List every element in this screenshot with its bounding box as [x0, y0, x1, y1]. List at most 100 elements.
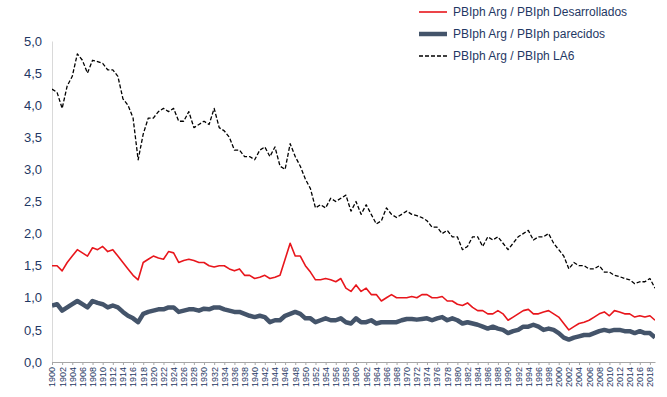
x-tick-mark: [356, 362, 357, 365]
x-tick-mark: [397, 362, 398, 365]
x-tick-mark: [386, 362, 387, 365]
x-tick: 1924: [169, 362, 179, 387]
legend-label: PBIph Arg / PBIph Desarrollados: [453, 5, 627, 19]
x-tick: 1958: [341, 362, 351, 387]
x-tick-label: 1956: [331, 367, 341, 387]
x-tick-label: 1968: [392, 367, 402, 387]
y-tick: 2,5: [24, 194, 52, 209]
x-tick: 2012: [615, 362, 625, 387]
y-tick: 3,0: [24, 162, 52, 177]
x-tick-mark: [427, 362, 428, 365]
x-tick-mark: [194, 362, 195, 365]
x-tick-mark: [609, 362, 610, 365]
legend-label: PBIph Arg / PBIph LA6: [453, 49, 575, 63]
x-tick-mark: [376, 362, 377, 365]
x-tick-mark: [265, 362, 266, 365]
x-tick-label: 1960: [351, 367, 361, 387]
x-tick-mark: [174, 362, 175, 365]
x-tick-label: 1926: [179, 367, 189, 387]
x-tick-mark: [650, 362, 651, 365]
x-tick-label: 1900: [47, 367, 57, 387]
x-tick-mark: [153, 362, 154, 365]
x-tick: 1948: [291, 362, 301, 387]
x-tick-label: 1952: [311, 367, 321, 387]
x-tick-label: 1978: [443, 367, 453, 387]
x-tick-label: 1974: [422, 367, 432, 387]
x-tick-mark: [234, 362, 235, 365]
x-tick: 1916: [128, 362, 138, 387]
x-tick-mark: [559, 362, 560, 365]
x-tick-mark: [569, 362, 570, 365]
x-tick-label: 1946: [280, 367, 290, 387]
x-tick-mark: [62, 362, 63, 365]
x-tick-mark: [143, 362, 144, 365]
plot: 0,00,51,01,52,02,53,03,54,04,55,01900190…: [24, 34, 656, 387]
x-tick: 1920: [149, 362, 159, 387]
x-tick-label: 1938: [240, 367, 250, 387]
x-tick-label: 1942: [260, 367, 270, 387]
x-tick-label: 2014: [625, 367, 635, 387]
y-tick: 5,0: [24, 34, 52, 49]
x-tick-label: 1984: [473, 367, 483, 387]
x-tick: 2004: [574, 362, 584, 387]
x-tick: 1968: [392, 362, 402, 387]
x-tick-label: 1910: [98, 367, 108, 387]
x-tick-mark: [579, 362, 580, 365]
x-tick-mark: [620, 362, 621, 365]
x-tick: 1942: [260, 362, 270, 387]
x-tick-mark: [255, 362, 256, 365]
y-tick-label: 0,5: [24, 323, 42, 338]
x-tick-label: 1972: [412, 367, 422, 387]
x-tick-label: 1990: [503, 367, 513, 387]
x-tick-mark: [447, 362, 448, 365]
x-tick-mark: [315, 362, 316, 365]
x-tick: 1974: [422, 362, 432, 387]
x-tick-label: 2018: [645, 367, 655, 387]
x-tick: 1992: [514, 362, 524, 387]
x-tick: 1964: [372, 362, 382, 387]
x-tick-label: 1958: [341, 367, 351, 387]
x-axis-line: [53, 362, 656, 363]
x-tick-mark: [518, 362, 519, 365]
x-tick-label: 1944: [270, 367, 280, 387]
legend-item: PBIph Arg / PBIph Desarrollados: [419, 5, 627, 19]
x-tick-label: 1902: [58, 367, 68, 387]
y-tick-label: 2,0: [24, 226, 42, 241]
x-tick-mark: [295, 362, 296, 365]
x-tick-mark: [538, 362, 539, 365]
x-tick: 1962: [362, 362, 372, 387]
x-tick-mark: [72, 362, 73, 365]
x-tick-label: 1932: [210, 367, 220, 387]
x-tick-mark: [163, 362, 164, 365]
x-tick-label: 1916: [128, 367, 138, 387]
y-tick-label: 3,5: [24, 130, 42, 145]
x-tick-mark: [305, 362, 306, 365]
series-line: [52, 301, 655, 340]
x-tick-mark: [275, 362, 276, 365]
x-tick-label: 1934: [220, 367, 230, 387]
x-tick-mark: [589, 362, 590, 365]
x-tick-label: 1976: [432, 367, 442, 387]
legend-label: PBIph Arg / PBIph parecidos: [453, 27, 605, 41]
x-tick-label: 1992: [514, 367, 524, 387]
y-tick-label: 0,0: [24, 355, 42, 370]
x-tick: 1994: [524, 362, 534, 387]
x-tick: 1990: [503, 362, 513, 387]
x-tick: 1908: [88, 362, 98, 387]
x-tick-label: 1950: [301, 367, 311, 387]
x-tick-label: 1954: [321, 367, 331, 387]
x-tick-mark: [93, 362, 94, 365]
x-tick: 2002: [564, 362, 574, 387]
x-tick: 1984: [473, 362, 483, 387]
x-tick: 1922: [159, 362, 169, 387]
x-tick: 1980: [453, 362, 463, 387]
x-tick: 1998: [544, 362, 554, 387]
x-tick: 1972: [412, 362, 422, 387]
y-axis: 0,00,51,01,52,02,53,03,54,04,55,0: [24, 34, 53, 370]
x-tick: 1930: [199, 362, 209, 387]
x-tick: 1902: [58, 362, 68, 387]
x-tick-mark: [336, 362, 337, 365]
legend-swatch: [419, 55, 447, 56]
x-tick: 1952: [311, 362, 321, 387]
x-tick-label: 2004: [574, 367, 584, 387]
